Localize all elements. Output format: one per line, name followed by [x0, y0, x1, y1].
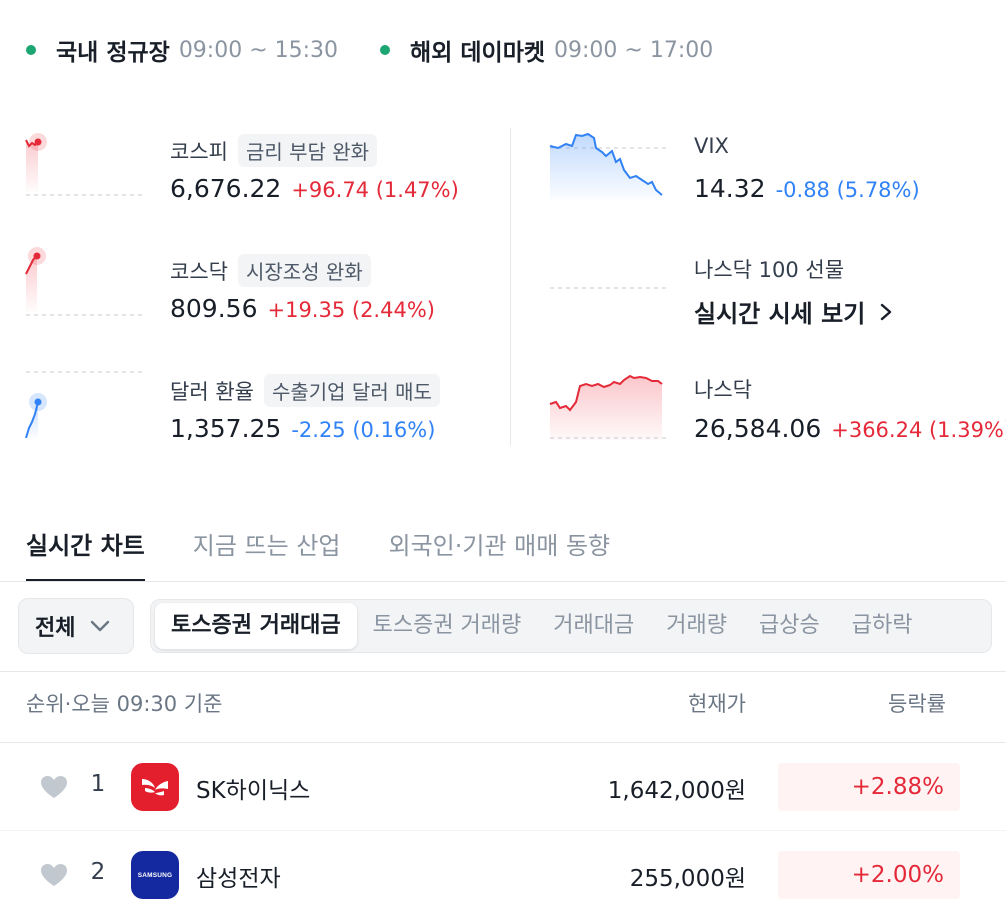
market-hours: 09:00 ~ 15:30	[178, 37, 339, 63]
index-card-kospi[interactable]: 코스피 금리 부담 완화 6,676.22 +96.74 (1.47%)	[24, 126, 494, 216]
index-name: 코스닥	[170, 259, 228, 284]
segment-toss-trade-amount[interactable]: 토스증권 거래대금	[155, 603, 357, 649]
realtime-quote-link[interactable]: 실시간 시세 보기	[694, 294, 893, 329]
filter-row: 전체 토스증권 거래대금 토스증권 거래량 거래대금 거래량 급상승 급하락	[18, 598, 1006, 656]
market-select[interactable]: 전체	[18, 598, 134, 654]
market-select-value: 전체	[35, 616, 76, 641]
index-card-vix[interactable]: VIX 14.32 -0.88 (5.78%)	[548, 126, 1006, 216]
index-value: 809.56	[170, 294, 258, 323]
segment-plunge[interactable]: 급하락	[851, 613, 913, 638]
index-card-nasdaq100-futures[interactable]: 나스닥 100 선물 실시간 시세 보기	[548, 246, 1006, 336]
chart-tabs: 실시간 차트 지금 뜨는 산업 외국인·기관 매매 동향	[26, 524, 658, 582]
samsung-logo: SAMSUNG	[131, 851, 179, 899]
index-change: +96.74 (1.47%)	[291, 178, 459, 202]
segment-trade-amount[interactable]: 거래대금	[553, 613, 635, 638]
divider	[510, 128, 511, 446]
divider	[0, 581, 1006, 582]
stock-name: 삼성전자	[196, 866, 281, 892]
index-value: 1,357.25	[170, 414, 282, 443]
index-news-badge[interactable]: 수출기업 달러 매도	[263, 374, 440, 407]
sparkline-nasdaq	[549, 374, 666, 440]
tab-foreign-institution[interactable]: 외국인·기관 매매 동향	[388, 532, 611, 560]
market-name: 국내 정규장	[56, 40, 170, 66]
index-change: +366.24 (1.39%)	[831, 418, 1006, 442]
divider	[0, 742, 1006, 743]
index-name: 나스닥	[694, 378, 752, 402]
market-status-domestic: 국내 정규장 09:00 ~ 15:30	[26, 33, 338, 67]
tab-trending-industry[interactable]: 지금 뜨는 산업	[192, 532, 341, 560]
chevron-right-icon	[881, 303, 892, 320]
table-row[interactable]: 2 SAMSUNG 삼성전자 255,000원 +2.00%	[0, 831, 1006, 916]
realtime-quote-label: 실시간 시세 보기	[694, 300, 866, 328]
heart-icon[interactable]	[40, 863, 68, 887]
column-price: 현재가	[688, 692, 746, 716]
stock-rank: 1	[90, 771, 106, 797]
index-name: 나스닥 100 선물	[694, 258, 845, 282]
status-dot-icon	[380, 45, 391, 55]
market-status-bar: 국내 정규장 09:00 ~ 15:30 해외 데이마켓 09:00 ~ 17:…	[26, 32, 755, 68]
stock-name: SK하이닉스	[196, 778, 311, 804]
index-value: 6,676.22	[170, 174, 282, 203]
index-change: -0.88 (5.78%)	[775, 178, 920, 202]
sparkline-kosdaq	[25, 247, 142, 316]
index-name: 코스피	[170, 139, 228, 164]
stock-rank: 2	[90, 859, 106, 885]
index-value: 26,584.06	[694, 414, 822, 443]
stock-rate: +2.00%	[778, 851, 960, 899]
stock-price: 255,000원	[629, 866, 746, 892]
sk-hynix-logo	[131, 763, 179, 811]
sparkline-placeholder	[550, 287, 666, 289]
index-value: 14.32	[694, 174, 766, 203]
segment-toss-trade-volume[interactable]: 토스증권 거래량	[372, 613, 522, 638]
chevron-down-icon	[91, 620, 110, 632]
sparkline-vix	[549, 132, 666, 200]
samsung-logo-text: SAMSUNG	[137, 871, 173, 879]
butterfly-icon	[142, 779, 168, 796]
heart-icon[interactable]	[40, 775, 68, 799]
segment-trade-volume[interactable]: 거래량	[666, 613, 727, 638]
status-dot-icon	[26, 45, 36, 55]
list-header: 순위·오늘 09:30 기준 현재가 등락률	[0, 688, 1006, 728]
stock-price: 1,642,000원	[607, 778, 746, 804]
index-news-badge[interactable]: 시장조성 완화	[237, 254, 371, 287]
market-name: 해외 데이마켓	[410, 40, 546, 66]
table-row[interactable]: 1 SK하이닉스 1,642,000원 +2.88%	[0, 743, 1006, 831]
index-card-usdkrw[interactable]: 달러 환율 수출기업 달러 매도 1,357.25 -2.25 (0.16%)	[24, 366, 494, 456]
stock-rate: +2.88%	[778, 763, 960, 811]
index-name: VIX	[694, 134, 729, 158]
sort-segment-control: 토스증권 거래대금 토스증권 거래량 거래대금 거래량 급상승 급하락	[150, 599, 992, 653]
column-rate: 등락률	[888, 692, 946, 716]
index-summary: 코스피 금리 부담 완화 6,676.22 +96.74 (1.47%) 코스닥…	[0, 120, 1006, 450]
market-status-overseas: 해외 데이마켓 09:00 ~ 17:00	[380, 33, 713, 67]
sparkline-usdkrw	[25, 371, 142, 440]
column-rank: 순위·오늘 09:30 기준	[26, 692, 223, 716]
index-card-nasdaq[interactable]: 나스닥 26,584.06 +366.24 (1.39%)	[548, 366, 1006, 456]
sparkline-kospi	[25, 133, 142, 196]
index-news-badge[interactable]: 금리 부담 완화	[237, 134, 378, 167]
divider	[0, 830, 1006, 831]
index-card-kosdaq[interactable]: 코스닥 시장조성 완화 809.56 +19.35 (2.44%)	[24, 246, 494, 336]
tab-realtime-chart[interactable]: 실시간 차트	[26, 524, 145, 582]
index-change: +19.35 (2.44%)	[267, 298, 435, 322]
divider	[0, 671, 1006, 672]
market-hours: 09:00 ~ 17:00	[554, 37, 714, 63]
segment-surge[interactable]: 급상승	[758, 613, 820, 638]
index-name: 달러 환율	[170, 379, 254, 404]
index-change: -2.25 (0.16%)	[291, 418, 436, 442]
